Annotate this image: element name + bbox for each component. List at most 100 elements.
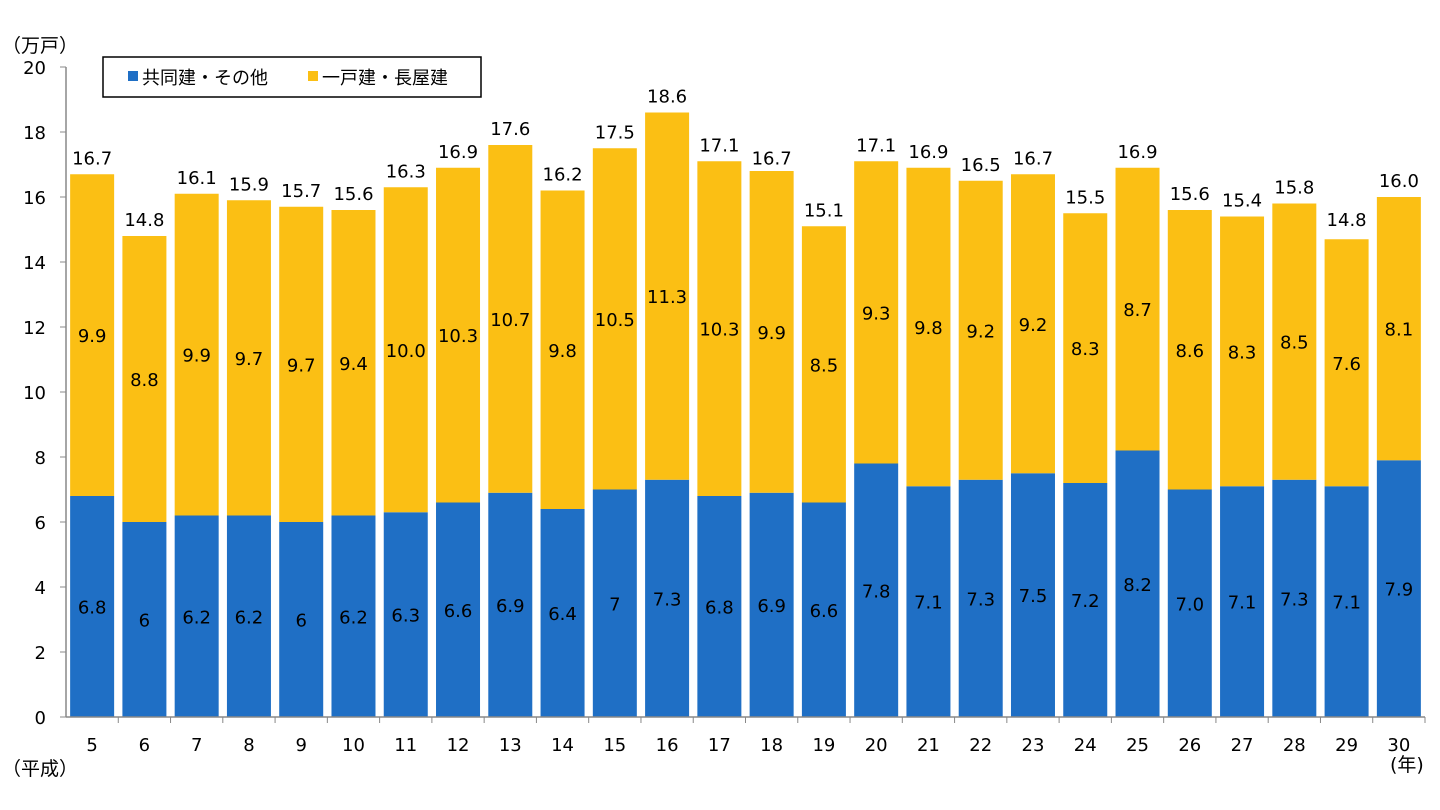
x-tick-label: 29 [1335, 735, 1358, 756]
x-tick-label: 23 [1022, 735, 1045, 756]
legend-label-multi-family: 共同建・その他 [142, 68, 268, 89]
data-label: 8.5 [1280, 333, 1309, 354]
total-label: 14.8 [1327, 210, 1367, 231]
x-tick-label: 5 [86, 735, 97, 756]
data-label: 10.3 [438, 326, 478, 347]
total-label: 16.1 [177, 168, 217, 189]
y-tick-label: 18 [23, 123, 46, 144]
x-tick-label: 7 [191, 735, 202, 756]
bar-segment-multi-family [1115, 450, 1160, 717]
total-label: 16.9 [438, 142, 478, 163]
total-label: 16.9 [1117, 142, 1157, 163]
bar-segment-multi-family [331, 515, 376, 717]
bar-segment-multi-family [1324, 486, 1369, 717]
data-label: 9.8 [548, 341, 577, 362]
bar-segment-multi-family [1376, 460, 1421, 717]
data-label: 8.3 [1071, 339, 1100, 360]
y-tick-label: 6 [35, 513, 46, 534]
bar-segment-detached [174, 193, 219, 516]
y-tick-label: 4 [35, 578, 46, 599]
bar-segment-detached [1272, 203, 1317, 480]
bar-segment-multi-family [906, 486, 951, 717]
data-label: 8.3 [1228, 342, 1257, 363]
legend-box [102, 56, 482, 98]
data-label: 9.3 [862, 303, 891, 324]
bar-segment-detached [906, 167, 951, 487]
x-tick-label: 27 [1231, 735, 1254, 756]
total-label: 16.7 [1013, 148, 1053, 169]
bar-segment-multi-family [122, 522, 167, 717]
total-label: 16.3 [386, 161, 426, 182]
bar-segment-detached [1010, 174, 1055, 474]
data-label: 6.9 [757, 596, 786, 617]
data-label: 6.4 [548, 604, 577, 625]
bar-segment-detached [1376, 197, 1421, 461]
bar-segment-detached [1115, 167, 1160, 451]
data-label: 9.2 [966, 321, 995, 342]
x-tick-label: 25 [1126, 735, 1149, 756]
x-tick-label: 16 [656, 735, 679, 756]
total-label: 18.6 [647, 87, 687, 108]
bar-segment-detached [854, 161, 899, 464]
bar-segment-detached [122, 236, 167, 522]
total-label: 16.7 [72, 148, 112, 169]
data-label: 7.1 [914, 593, 943, 614]
x-tick-label: 26 [1178, 735, 1201, 756]
total-label: 15.9 [229, 174, 269, 195]
x-tick-label: 28 [1283, 735, 1306, 756]
total-label: 16.2 [543, 165, 583, 186]
data-label: 7.1 [1332, 593, 1361, 614]
data-label: 9.9 [182, 346, 211, 367]
data-label: 8.7 [1123, 300, 1152, 321]
bar-segment-detached [801, 226, 846, 503]
data-label: 6.3 [391, 606, 420, 627]
x-tick-label: 14 [551, 735, 574, 756]
bar-segment-detached [226, 200, 271, 516]
total-label: 17.1 [856, 135, 896, 156]
bar-segment-multi-family [749, 492, 794, 717]
bar-segment-detached [488, 145, 533, 493]
data-label: 8.1 [1385, 320, 1414, 341]
bar-segment-multi-family [854, 463, 899, 717]
data-label: 11.3 [647, 287, 687, 308]
total-label: 16.0 [1379, 171, 1419, 192]
data-label: 8.2 [1123, 575, 1152, 596]
bar-segment-multi-family [1063, 483, 1108, 717]
y-axis-unit-label: （万戸） [2, 35, 78, 57]
x-tick-label: 13 [499, 735, 522, 756]
x-tick-label: 30 [1387, 735, 1410, 756]
x-tick-label: 18 [760, 735, 783, 756]
bar-segment-multi-family [540, 509, 585, 717]
bar-segment-multi-family [1272, 479, 1317, 717]
bar-segment-multi-family [279, 522, 324, 717]
x-tick-label: 24 [1074, 735, 1097, 756]
x-axis-era-label: （平成） [2, 758, 78, 780]
bar-segment-multi-family [436, 502, 481, 717]
total-label: 16.5 [961, 155, 1001, 176]
bar-segment-detached [958, 180, 1003, 480]
x-tick-label: 8 [243, 735, 254, 756]
bar-segment-detached [592, 148, 637, 490]
total-label: 15.4 [1222, 191, 1262, 212]
bar-segment-multi-family [592, 489, 637, 717]
x-tick-label: 20 [865, 735, 888, 756]
bar-segment-detached [1220, 216, 1265, 487]
x-tick-label: 17 [708, 735, 731, 756]
data-label: 9.9 [78, 326, 107, 347]
x-tick-label: 11 [394, 735, 417, 756]
data-label: 9.2 [1019, 315, 1048, 336]
legend-swatch-multi-family [128, 71, 138, 81]
data-label: 6.6 [444, 601, 473, 622]
data-label: 10.3 [699, 320, 739, 341]
bar-segment-multi-family [697, 496, 742, 717]
data-label: 6 [295, 611, 306, 632]
data-label: 7.5 [1019, 586, 1048, 607]
bar-segment-multi-family [958, 479, 1003, 717]
y-tick-label: 2 [35, 643, 46, 664]
data-label: 7.3 [966, 589, 995, 610]
data-label: 8.6 [1175, 341, 1204, 362]
data-label: 6.2 [182, 607, 211, 628]
bar-segment-detached [279, 206, 324, 522]
bar-segment-multi-family [1010, 473, 1055, 717]
bar-segment-detached [436, 167, 481, 503]
